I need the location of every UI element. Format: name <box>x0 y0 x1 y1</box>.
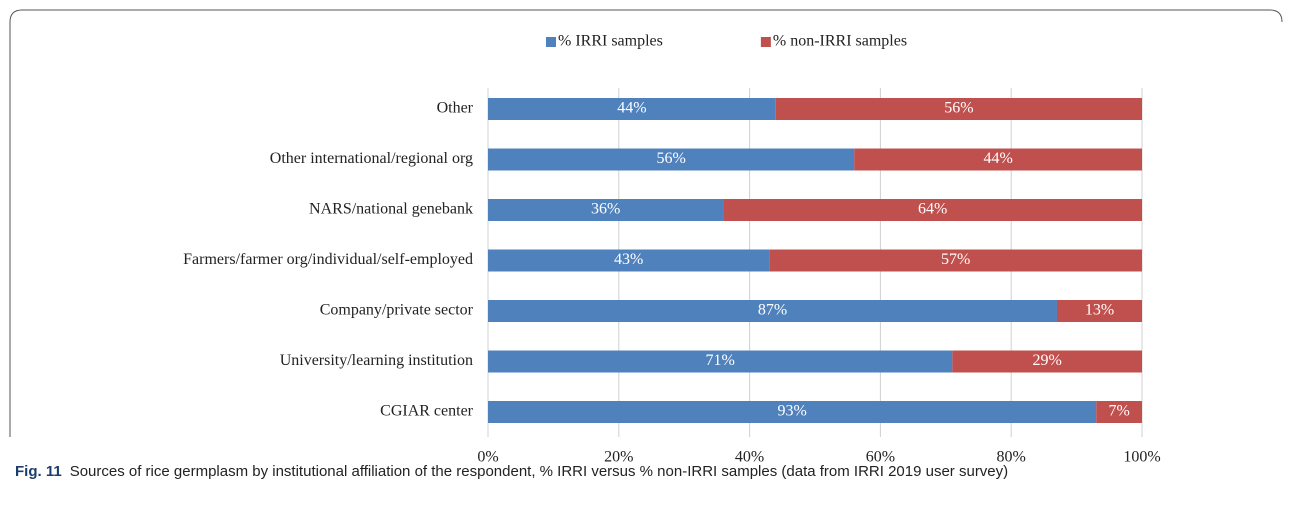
caption: Fig. 11 Sources of rice germplasm by inst… <box>15 463 1008 480</box>
bar-segment <box>1056 300 1142 322</box>
value-label: 64% <box>918 201 947 218</box>
legend-swatch <box>546 37 556 47</box>
bar-segment <box>952 350 1142 373</box>
caption-label: Fig. 11 <box>15 463 62 480</box>
bar-segment <box>488 249 770 272</box>
value-label: 93% <box>777 403 806 420</box>
bar-segment <box>488 401 1097 423</box>
value-label: 57% <box>941 251 970 268</box>
value-label: 36% <box>591 201 620 218</box>
y-tick-label: Other <box>437 100 474 117</box>
value-label: 44% <box>617 100 646 117</box>
y-tick-label: CGIAR center <box>380 403 474 420</box>
x-tick-label: 0% <box>477 449 498 466</box>
x-tick-label: 20% <box>604 449 633 466</box>
value-label: 87% <box>758 302 787 319</box>
caption-text: Sources of rice germplasm by institution… <box>70 463 1008 480</box>
bar-segment <box>1096 401 1142 423</box>
x-tick-label: 100% <box>1123 449 1160 466</box>
legend-label: % non-IRRI samples <box>773 33 907 50</box>
value-label: 56% <box>944 100 973 117</box>
bar-segment <box>488 148 855 171</box>
y-tick-label: University/learning institution <box>280 352 473 369</box>
value-label: 7% <box>1108 403 1129 420</box>
value-label: 71% <box>706 352 735 369</box>
x-tick-label: 80% <box>997 449 1026 466</box>
value-label: 56% <box>656 150 685 167</box>
y-tick-label: Farmers/farmer org/individual/self-emplo… <box>183 251 473 268</box>
bar-segment <box>488 300 1057 322</box>
bar-segment <box>854 148 1142 171</box>
bar-segment <box>488 199 724 221</box>
value-label: 44% <box>983 150 1012 167</box>
bar-segment <box>488 98 776 120</box>
bar-segment <box>769 249 1142 272</box>
value-label: 29% <box>1033 352 1062 369</box>
bar-segment <box>723 199 1142 221</box>
legend-swatch <box>760 37 771 47</box>
y-tick-label: Company/private sector <box>320 302 474 319</box>
legend-label: % IRRI samples <box>558 33 663 50</box>
y-tick-label: NARS/national genebank <box>309 201 473 218</box>
value-label: 43% <box>614 251 643 268</box>
bar-segment <box>775 98 1142 120</box>
bar-segment <box>488 350 953 373</box>
value-label: 13% <box>1085 302 1114 319</box>
x-tick-label: 60% <box>866 449 895 466</box>
frame <box>9 9 1283 437</box>
x-tick-label: 40% <box>735 449 764 466</box>
y-tick-label: Other international/regional org <box>270 150 473 167</box>
